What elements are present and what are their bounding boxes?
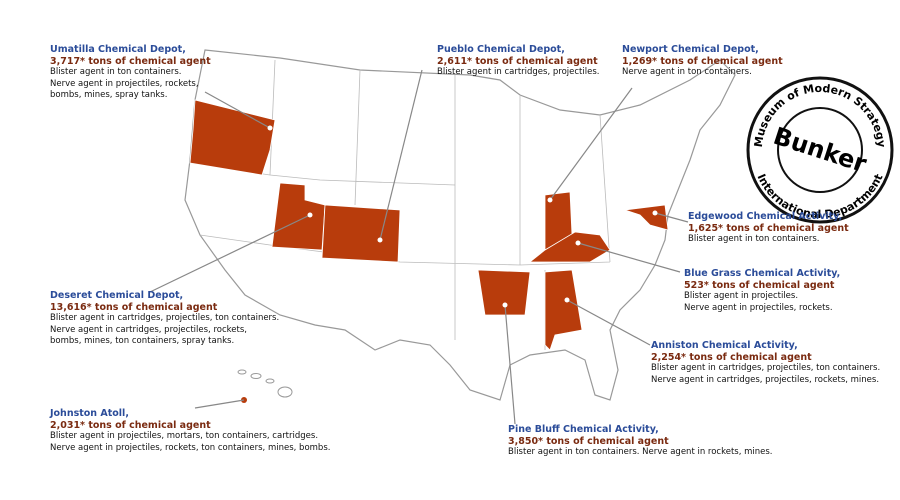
- site-label: Edgewood Chemical Activity, 1,625* tons o…: [688, 211, 849, 246]
- site-amount: 523* tons of chemical agent: [684, 279, 835, 291]
- site-description: Blister agent in ton containers.: [50, 67, 182, 77]
- site-description: Blister agent in cartridges, projectiles…: [437, 67, 600, 77]
- site-label: Newport Chemical Depot, 1,269* tons of ch…: [622, 44, 783, 79]
- leader-line: [379, 69, 423, 241]
- site-label: Pueblo Chemical Depot, 2,611* tons of che…: [437, 44, 599, 79]
- site-label: Umatilla Chemical Depot, 3,717* tons of c…: [50, 44, 211, 102]
- leader-line: [204, 91, 271, 129]
- site-dot: [564, 297, 570, 303]
- leader-line: [549, 87, 633, 201]
- leader-line: [149, 214, 311, 293]
- colorado: [321, 204, 401, 263]
- site-description: Blister agent in cartridges, projectiles…: [50, 313, 280, 323]
- site-dot: [575, 240, 581, 246]
- site-label: Johnston Atoll, 2,031* tons of chemical a…: [50, 408, 330, 454]
- site-description: Blister agent in ton containers.: [688, 234, 820, 244]
- site-amount: 2,031* tons of chemical agent: [50, 419, 211, 431]
- site-name: Deseret Chemical Depot,: [50, 290, 184, 301]
- leader-line: [194, 399, 245, 409]
- site-description: Blister agent in projectiles.: [684, 291, 799, 301]
- site-name: Johnston Atoll,: [50, 408, 129, 419]
- site-dot: [547, 197, 553, 203]
- site-dot: [267, 125, 273, 131]
- site-name: Pueblo Chemical Depot,: [437, 44, 565, 55]
- kentucky: [528, 231, 611, 263]
- site-label: Blue Grass Chemical Activity, 523* tons o…: [684, 268, 840, 314]
- site-name: Umatilla Chemical Depot,: [50, 44, 186, 55]
- us-outline: [184, 49, 736, 401]
- site-name: Newport Chemical Depot,: [622, 44, 759, 55]
- state-borders: [189, 59, 611, 350]
- site-description: Nerve agent in ton containers.: [622, 67, 752, 77]
- site-dot: [652, 210, 658, 216]
- site-amount: 2,254* tons of chemical agent: [651, 351, 812, 363]
- site-description: Nerve agent in cartridges, projectiles, …: [651, 374, 880, 385]
- site-description: Blister agent in cartridges, projectiles…: [651, 363, 881, 373]
- site-label: Pine Bluff Chemical Activity, 3,850* tons…: [508, 424, 773, 459]
- site-description: Nerve agent in projectiles, rockets,: [50, 78, 199, 89]
- site-dot: [307, 212, 313, 218]
- highlighted-states: [189, 99, 669, 351]
- site-label: Deseret Chemical Depot, 13,616* tons of c…: [50, 290, 279, 348]
- site-dot: [502, 302, 508, 308]
- site-description: Nerve agent in cartridges, projectiles, …: [50, 324, 247, 335]
- leader-line: [577, 242, 681, 273]
- site-description: Blister agent in ton containers. Nerve a…: [508, 447, 773, 457]
- site-amount: 1,625* tons of chemical agent: [688, 222, 849, 234]
- site-name: Blue Grass Chemical Activity,: [684, 268, 841, 279]
- site-amount: 3,717* tons of chemical agent: [50, 55, 211, 67]
- site-description: bombs, mines, ton containers, spray tank…: [50, 336, 235, 346]
- maryland: [624, 204, 669, 231]
- site-amount: 13,616* tons of chemical agent: [50, 301, 218, 313]
- leader-line: [504, 304, 516, 425]
- site-description: Blister agent in projectiles, mortars, t…: [50, 431, 319, 441]
- leader-line: [654, 212, 689, 223]
- site-name: Pine Bluff Chemical Activity,: [508, 424, 659, 435]
- site-label: Anniston Chemical Activity, 2,254* tons o…: [651, 340, 880, 386]
- site-name: Edgewood Chemical Activity,: [688, 211, 843, 222]
- site-amount: 3,850* tons of chemical agent: [508, 435, 669, 447]
- hawaii: [237, 369, 293, 398]
- site-description: Nerve agent in projectiles, rockets.: [684, 302, 833, 313]
- arkansas: [477, 269, 531, 316]
- site-amount: 2,611* tons of chemical agent: [437, 55, 598, 67]
- site-dot: [377, 237, 383, 243]
- site-description: bombs, mines, spray tanks.: [50, 90, 168, 100]
- leader-line: [566, 299, 651, 346]
- site-name: Anniston Chemical Activity,: [651, 340, 798, 351]
- site-amount: 1,269* tons of chemical agent: [622, 55, 783, 67]
- site-description: Nerve agent in projectiles, rockets, ton…: [50, 442, 331, 453]
- stamp: Museum of Modern Strategy International …: [746, 76, 894, 224]
- alabama: [544, 269, 583, 351]
